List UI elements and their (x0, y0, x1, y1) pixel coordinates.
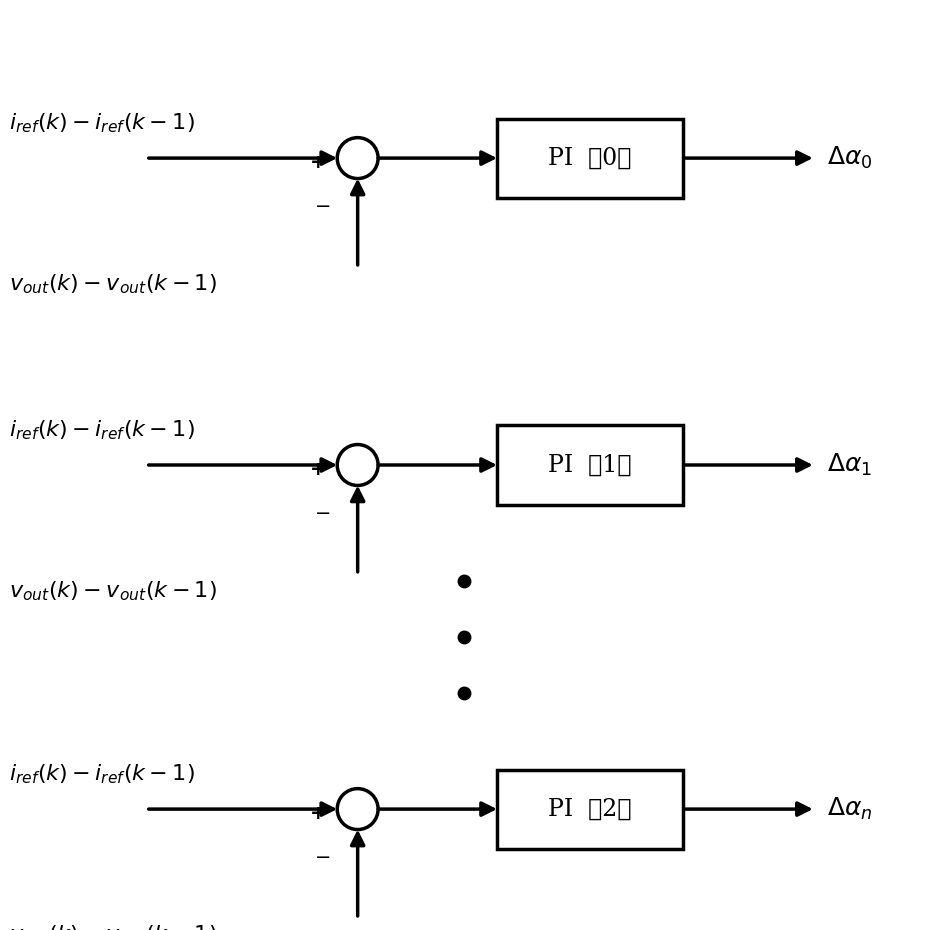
Text: +: + (309, 460, 326, 479)
Text: $\Delta\alpha_{n}$: $\Delta\alpha_{n}$ (826, 796, 871, 822)
Text: PI  （0）: PI （0） (548, 147, 631, 169)
Text: $-$: $-$ (314, 846, 329, 865)
Text: $i_{ref}(k)-i_{ref}(k-1)$: $i_{ref}(k)-i_{ref}(k-1)$ (9, 112, 195, 135)
Text: PI  （2）: PI （2） (548, 798, 631, 820)
Text: $\Delta\alpha_{1}$: $\Delta\alpha_{1}$ (826, 452, 871, 478)
Text: +: + (309, 153, 326, 172)
Text: $-$: $-$ (314, 195, 329, 214)
Bar (496, 119, 682, 198)
Bar (496, 770, 682, 848)
Bar (496, 426, 682, 504)
Text: +: + (309, 804, 326, 823)
Text: $v_{out}(k)-v_{out}(k-1)$: $v_{out}(k)-v_{out}(k-1)$ (9, 579, 217, 603)
Text: $-$: $-$ (314, 502, 329, 521)
Text: $\Delta\alpha_{0}$: $\Delta\alpha_{0}$ (826, 145, 871, 171)
Text: PI  （1）: PI （1） (548, 454, 631, 476)
Text: $v_{out}(k)-v_{out}(k-1)$: $v_{out}(k)-v_{out}(k-1)$ (9, 923, 217, 930)
Text: $i_{ref}(k)-i_{ref}(k-1)$: $i_{ref}(k)-i_{ref}(k-1)$ (9, 418, 195, 442)
Text: $v_{out}(k)-v_{out}(k-1)$: $v_{out}(k)-v_{out}(k-1)$ (9, 272, 217, 296)
Text: $i_{ref}(k)-i_{ref}(k-1)$: $i_{ref}(k)-i_{ref}(k-1)$ (9, 763, 195, 786)
